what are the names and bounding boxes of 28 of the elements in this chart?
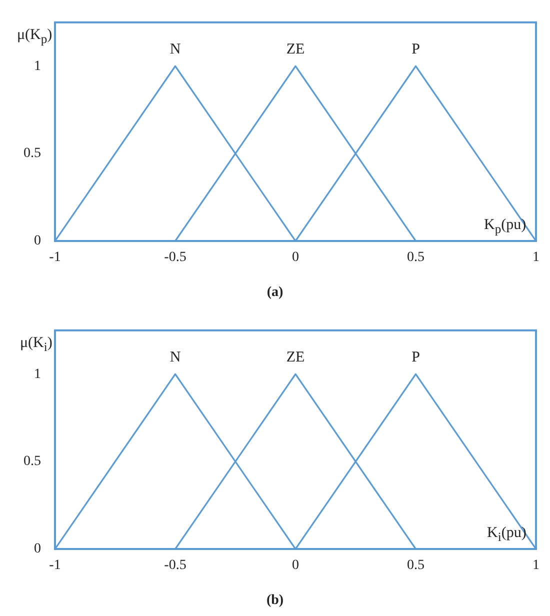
x-tick-label: 0 [292, 558, 299, 574]
x-tick-label: 0.5 [407, 250, 424, 266]
text: (b) [265, 593, 285, 609]
x-tick-label: 0 [292, 250, 299, 266]
series-label: P [412, 42, 420, 58]
x-axis-title: K$_{p}$(pu) [484, 217, 526, 237]
x-tick-label: -1 [49, 250, 61, 266]
y-tick-label: 0 [34, 542, 41, 557]
y-axis-title: μ(K$_{p}$) [17, 27, 52, 48]
series-label: P [412, 350, 420, 366]
x-tick-label: -0.5 [164, 250, 186, 266]
y-tick-label: 0 [34, 234, 41, 249]
y-tick-label: 0.5 [24, 454, 41, 470]
x-tick-label: 1 [532, 250, 540, 266]
y-tick-label: 0.5 [24, 146, 41, 162]
y-tick-label: 1 [34, 58, 41, 74]
y-axis-title: μ(K$_{i}$) [20, 335, 52, 356]
series-label: N [170, 350, 181, 366]
series-label: ZE [286, 42, 305, 58]
x-tick-label: -1 [49, 558, 61, 574]
series-label: N [170, 42, 181, 58]
text: (a) [266, 285, 284, 301]
x-tick-label: 0.5 [407, 558, 424, 574]
y-tick-label: 1 [34, 366, 41, 382]
x-tick-label: 1 [532, 558, 540, 574]
x-tick-label: -0.5 [164, 558, 186, 574]
series-label: ZE [286, 350, 305, 366]
x-axis-title: K$_{i}$(pu) [487, 525, 526, 545]
